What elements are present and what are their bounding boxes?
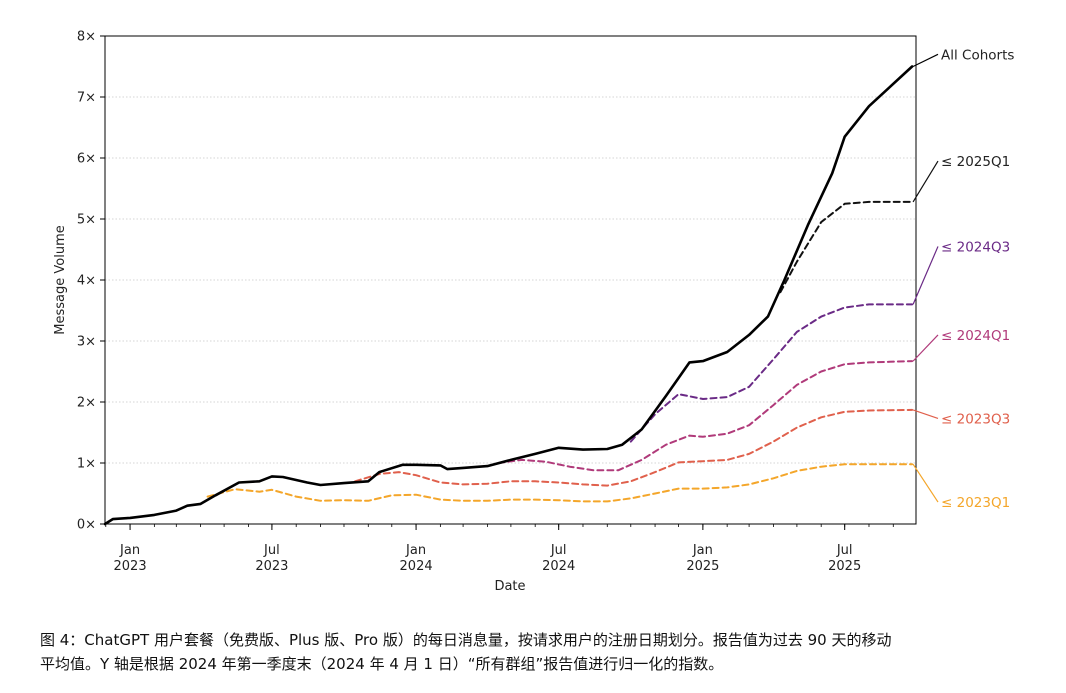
- gridlines: [105, 96, 916, 464]
- line-chart: 0×1×2×3×4×5×6×7×8×Jan2023Jul2023Jan2024J…: [53, 30, 1014, 595]
- series-end-label: ≤ 2024Q1: [941, 328, 1010, 344]
- x-tick-month: Jan: [405, 543, 426, 558]
- x-tick-month: Jul: [836, 543, 853, 558]
- series-end-labels: ≤ 2023Q1 ≤ 2023Q3 ≤ 2024Q1 ≤ 2024Q3 ≤ 2025Q1…: [912, 47, 1014, 511]
- y-tick-label: 7×: [77, 91, 96, 106]
- series-end-label: All Cohorts: [941, 47, 1014, 63]
- x-tick-month: Jan: [119, 543, 140, 558]
- label-connector: [912, 409, 939, 420]
- x-tick-year: 2024: [542, 559, 575, 574]
- y-tick-label: 8×: [77, 30, 96, 45]
- x-tick-year: 2023: [255, 559, 288, 574]
- y-tick-label: 6×: [77, 152, 96, 167]
- series-end-label: ≤ 2023Q3: [941, 411, 1010, 427]
- x-tick-year: 2023: [114, 559, 147, 574]
- series-line: [354, 408, 914, 487]
- caption-line-1: 图 4：ChatGPT 用户套餐（免费版、Plus 版、Pro 版）的每日消息量…: [40, 631, 892, 649]
- x-tick-month: Jul: [550, 543, 567, 558]
- x-tick-year: 2025: [828, 559, 861, 574]
- y-tick-label: 3×: [77, 335, 96, 350]
- y-tick-label: 5×: [77, 213, 96, 228]
- figure-caption: 图 4：ChatGPT 用户套餐（免费版、Plus 版、Pro 版）的每日消息量…: [40, 628, 1050, 676]
- label-connector: [912, 463, 939, 503]
- plot-frame: [104, 35, 917, 525]
- series-line: [103, 65, 914, 526]
- y-axis-label: Message Volume: [53, 225, 68, 334]
- caption-line-2: 平均值。Y 轴是根据 2024 年第一季度末（2024 年 4 月 1 日）“所…: [40, 655, 724, 673]
- label-connector: [912, 53, 939, 68]
- series-end-label: ≤ 2023Q1: [941, 495, 1010, 511]
- x-tick-month: Jul: [263, 543, 280, 558]
- label-connector: [912, 160, 939, 203]
- label-connector: [912, 334, 939, 362]
- x-tick-year: 2024: [400, 559, 433, 574]
- y-tick-label: 4×: [77, 274, 96, 289]
- series-line: [629, 303, 914, 443]
- series-lines: [103, 65, 914, 526]
- y-tick-label: 0×: [77, 518, 96, 533]
- x-axis-label: Date: [494, 579, 525, 594]
- y-tick-label: 1×: [77, 457, 96, 472]
- axes: 0×1×2×3×4×5×6×7×8×Jan2023Jul2023Jan2024J…: [77, 30, 894, 574]
- series-line: [497, 360, 914, 472]
- x-tick-year: 2025: [686, 559, 719, 574]
- series-end-label: ≤ 2025Q1: [941, 154, 1010, 170]
- series-line: [779, 200, 914, 294]
- series-line: [206, 463, 914, 503]
- x-tick-month: Jan: [692, 543, 713, 558]
- label-connector: [912, 246, 939, 305]
- y-tick-label: 2×: [77, 396, 96, 411]
- series-end-label: ≤ 2024Q3: [941, 239, 1010, 255]
